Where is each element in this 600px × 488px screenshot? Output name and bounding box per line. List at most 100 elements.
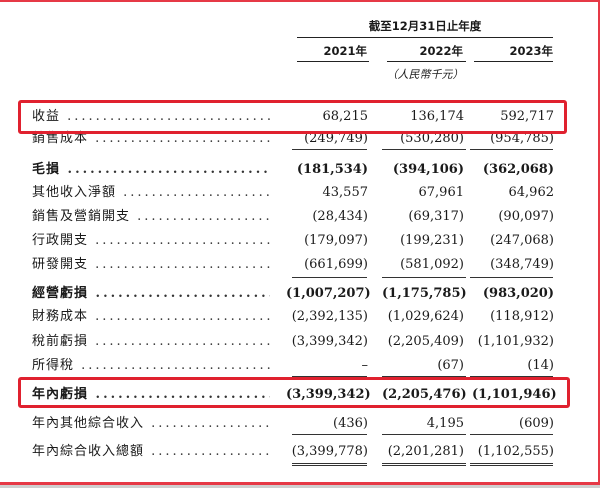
cell-2023: 64,962 xyxy=(508,185,555,200)
cell-2022: (394,106) xyxy=(392,162,464,177)
leader-dots: .............................. xyxy=(95,286,270,301)
row-label-text: 稅前虧損 xyxy=(32,334,89,349)
leader-dots: .............................. xyxy=(151,444,270,459)
cell-2022: (530,280) xyxy=(400,131,464,146)
cell-2023: (247,068) xyxy=(490,233,554,248)
row-label-text: 其他收入淨額 xyxy=(32,185,117,200)
table-row: 所得稅 .............................. – (67) (… xyxy=(0,355,600,377)
year-header-2023: 2023年 xyxy=(509,44,553,58)
cell-2023: (118,912) xyxy=(490,309,554,324)
row-label-text: 銷售及營銷開支 xyxy=(32,209,131,224)
row-label-text: 經營虧損 xyxy=(32,286,89,301)
row-label: 財務成本 .............................. xyxy=(32,306,270,328)
double-underline-rule xyxy=(382,463,466,466)
row-label-text: 所得稅 xyxy=(32,358,75,373)
underline-rule xyxy=(382,277,466,278)
year-header-2022: 2022年 xyxy=(419,44,463,58)
cell-2023: (983,020) xyxy=(482,286,554,301)
cell-2021: (436) xyxy=(333,416,368,431)
cell-2022: 136,174 xyxy=(410,109,464,124)
cell-2022: (1,029,624) xyxy=(387,309,464,324)
cell-2021: (179,097) xyxy=(304,233,368,248)
cell-2022: 4,195 xyxy=(426,416,464,431)
frame-border-bottom xyxy=(0,482,600,485)
cell-2023: (90,097) xyxy=(498,209,554,224)
row-label: 年內綜合收入總額 .............................. xyxy=(32,441,270,463)
leader-dots: .............................. xyxy=(95,131,270,146)
double-underline-rule xyxy=(292,405,367,408)
underline-rule xyxy=(470,149,553,150)
cell-2022: (69,317) xyxy=(408,209,464,224)
table-row: 財務成本 .............................. (2,39… xyxy=(0,306,600,328)
row-label: 毛損 .............................. xyxy=(32,159,270,181)
table-row: 經營虧損 .............................. (1,00… xyxy=(0,283,600,305)
underline-rule xyxy=(292,149,367,150)
underline-rule xyxy=(470,434,553,435)
row-label: 所得稅 .............................. xyxy=(32,355,270,377)
table-row: 稅前虧損 .............................. (3,39… xyxy=(0,331,600,353)
leader-dots: .............................. xyxy=(95,334,270,349)
row-label-text: 財務成本 xyxy=(32,309,89,324)
row-label-text: 年內綜合收入總額 xyxy=(32,444,145,459)
frame-border-right xyxy=(598,0,600,488)
cell-2022: (2,205,409) xyxy=(387,334,464,349)
underline-rule xyxy=(470,376,553,377)
row-label: 收益 .............................. xyxy=(32,106,270,128)
cell-2023: (1,102,555) xyxy=(477,444,554,459)
leader-dots: .............................. xyxy=(95,233,270,248)
year-rule-2021 xyxy=(297,61,369,62)
row-label: 年內其他綜合收入 .............................. xyxy=(32,413,270,435)
cell-2021: 68,215 xyxy=(322,109,369,124)
cell-2023: (348,749) xyxy=(490,257,554,272)
table-row: 銷售及營銷開支 .............................. (2… xyxy=(0,206,600,228)
unit-label: （人民幣千元） xyxy=(386,68,464,81)
period-title-rule xyxy=(297,37,553,38)
cell-2022: (67) xyxy=(437,358,464,373)
table-row: 收益 .............................. 68,215 1… xyxy=(0,106,600,128)
year-rule-2023 xyxy=(474,61,553,62)
cell-2021: (28,434) xyxy=(312,209,368,224)
cell-2023: (1,101,946) xyxy=(472,387,557,402)
row-label-text: 毛損 xyxy=(32,162,61,177)
leader-dots: .............................. xyxy=(151,416,270,431)
table-row: 其他收入淨額 .............................. 43,… xyxy=(0,182,600,204)
row-label: 研發開支 .............................. xyxy=(32,254,270,276)
frame-border-top xyxy=(0,0,600,2)
row-label: 行政開支 .............................. xyxy=(32,230,270,252)
double-underline-rule xyxy=(470,405,553,408)
leader-dots: .............................. xyxy=(81,358,270,373)
double-underline-rule xyxy=(292,463,367,466)
cell-2022: 67,961 xyxy=(418,185,465,200)
row-label: 銷售及營銷開支 .............................. xyxy=(32,206,270,228)
table-row: 銷售成本 .............................. (249,… xyxy=(0,128,600,150)
cell-2022: (199,231) xyxy=(400,233,464,248)
double-underline-rule xyxy=(470,463,553,466)
row-label: 銷售成本 .............................. xyxy=(32,128,270,150)
cell-2021: (249,749) xyxy=(304,131,368,146)
cell-2023: 592,717 xyxy=(500,109,554,124)
cell-2021: (3,399,342) xyxy=(286,387,371,402)
leader-dots: .............................. xyxy=(60,162,270,177)
leader-dots: .............................. xyxy=(60,109,270,124)
cell-2021: (661,699) xyxy=(304,257,368,272)
year-rule-2022 xyxy=(387,61,466,62)
row-label-text: 年內其他綜合收入 xyxy=(32,416,145,431)
frame-shadow xyxy=(0,485,600,488)
cell-2023: (954,785) xyxy=(490,131,554,146)
row-label: 年內虧損 .............................. xyxy=(32,384,270,406)
cell-2021: 43,557 xyxy=(322,185,369,200)
leader-dots: .............................. xyxy=(95,387,270,402)
row-label-text: 銷售成本 xyxy=(32,131,89,146)
cell-2023: (362,068) xyxy=(482,162,554,177)
table-row: 年內綜合收入總額 .............................. (… xyxy=(0,441,600,463)
table-row: 年內其他綜合收入 .............................. (… xyxy=(0,413,600,435)
table-row: 年內虧損 .............................. (3,39… xyxy=(0,384,600,406)
row-label-text: 收益 xyxy=(32,109,61,124)
year-header-2021: 2021年 xyxy=(323,44,367,58)
cell-2021: (1,007,207) xyxy=(286,286,371,301)
leader-dots: .............................. xyxy=(95,309,270,324)
table-row: 毛損 .............................. (181,53… xyxy=(0,159,600,181)
underline-rule xyxy=(292,376,367,377)
underline-rule xyxy=(382,376,466,377)
cell-2021: (3,399,778) xyxy=(291,444,368,459)
